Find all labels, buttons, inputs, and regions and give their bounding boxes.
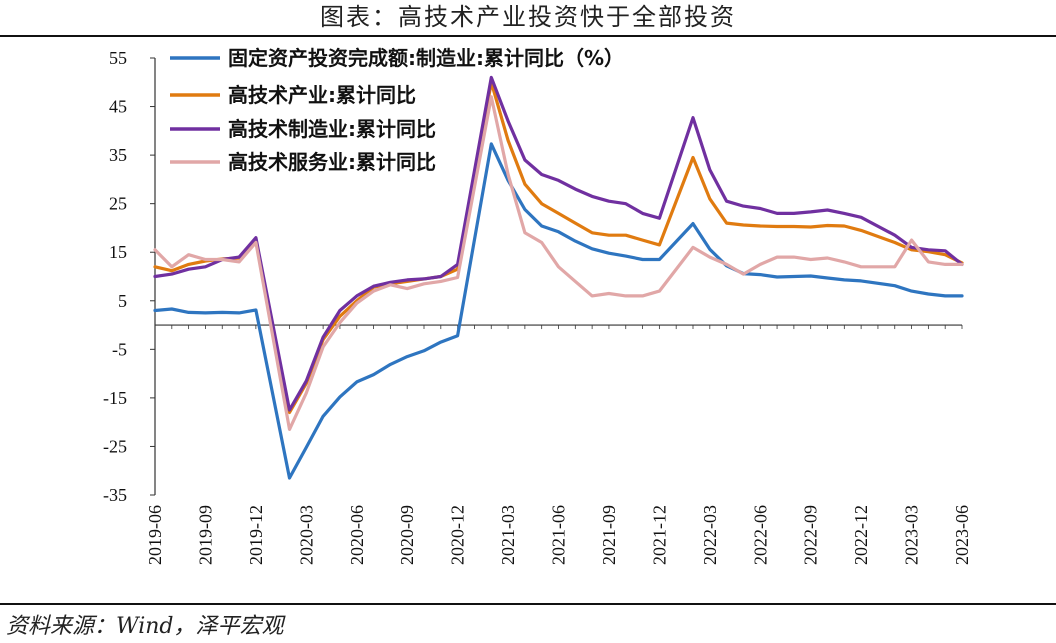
y-tick-label: -35 (103, 485, 127, 505)
y-tick-label: 45 (109, 97, 127, 117)
series-layer (153, 75, 964, 480)
x-tick-label: 2020-06 (347, 505, 367, 565)
x-tick-label: 2020-03 (296, 505, 316, 565)
bottom-rule (0, 603, 1056, 605)
x-tick-label: 2021-06 (549, 505, 569, 565)
legend-label-2: 高技术产业:累计同比 (228, 83, 416, 107)
y-axis: 55 45 35 25 15 5 -5 -15 -25 -35 (103, 48, 156, 505)
y-tick-label: 55 (109, 48, 127, 68)
y-tick-label: 25 (109, 194, 127, 214)
x-tick-label: 2021-03 (498, 505, 518, 565)
y-tick-label: 15 (109, 242, 127, 262)
legend-label-3: 高技术制造业:累计同比 (228, 117, 436, 141)
top-rule (0, 35, 1056, 37)
x-axis: 2019-06 2019-09 2019-12 2020-03 2020-06 2020-… (145, 324, 972, 565)
page-title: 图表：高技术产业投资快于全部投资 (320, 3, 736, 31)
x-tick-label: 2020-09 (397, 505, 417, 565)
x-tick-label: 2021-09 (599, 505, 619, 565)
x-tick-label: 2022-03 (700, 505, 720, 565)
x-tick-label: 2021-12 (649, 505, 669, 565)
x-tick-label: 2019-09 (195, 505, 215, 565)
series-line-4 (153, 95, 964, 431)
series-line-1 (153, 142, 964, 480)
y-tick-label: -15 (103, 388, 127, 408)
y-tick-label: 5 (118, 291, 127, 311)
x-tick-label: 2022-09 (801, 505, 821, 565)
source-note: 资料来源：Wind，泽平宏观 (6, 614, 284, 639)
y-tick-label: -25 (103, 436, 127, 456)
x-tick-label: 2023-03 (902, 505, 922, 565)
x-tick-label: 2019-06 (145, 505, 165, 565)
x-tick-label: 2022-06 (750, 505, 770, 565)
x-tick-label: 2022-12 (851, 505, 871, 565)
x-tick-label: 2019-12 (246, 505, 266, 565)
y-tick-label: 35 (109, 145, 127, 165)
series-line-3 (153, 75, 964, 412)
x-tick-label: 2023-06 (952, 505, 972, 565)
legend-label-4: 高技术服务业:累计同比 (228, 150, 436, 174)
legend-label-1: 固定资产投资完成额:制造业:累计同比（%） (228, 46, 624, 70)
x-tick-label: 2020-12 (448, 505, 468, 565)
y-tick-label: -5 (112, 339, 127, 359)
legend: 固定资产投资完成额:制造业:累计同比（%） 高技术产业:累计同比高技术制造业:累计… (170, 46, 624, 174)
